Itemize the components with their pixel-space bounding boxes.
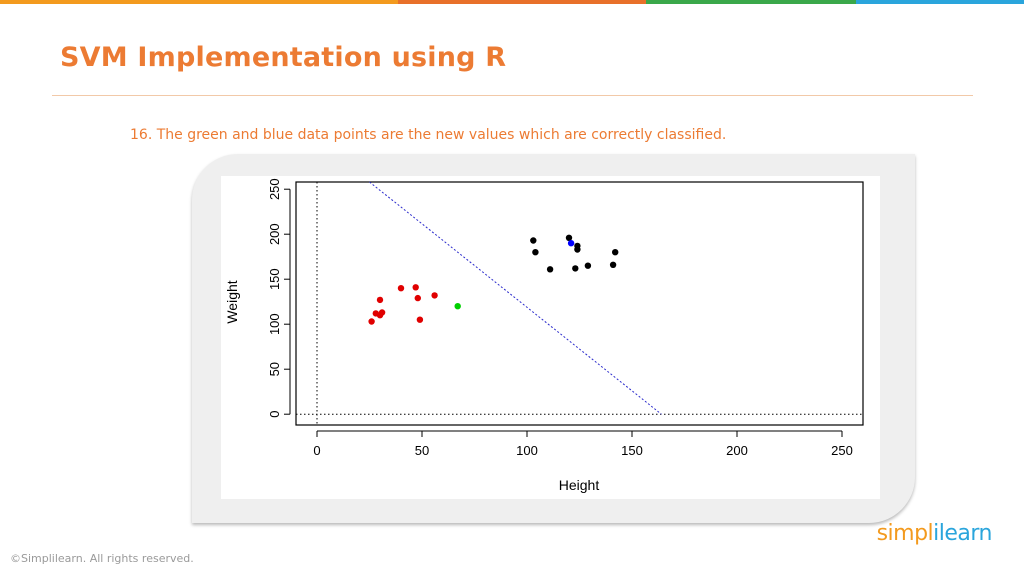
- data-point: [378, 309, 386, 316]
- x-axis: 0 50 100 150 200 250: [313, 430, 853, 458]
- data-point: [572, 265, 579, 272]
- data-points: [368, 234, 619, 325]
- top-bar-segment: [398, 0, 646, 4]
- y-tick-label: 200: [267, 223, 282, 245]
- data-point: [416, 316, 424, 323]
- data-point: [414, 294, 421, 302]
- x-tick-label: 50: [415, 443, 429, 458]
- copyright-footer: ©Simplilearn. All rights reserved.: [10, 552, 194, 565]
- y-tick-label: 0: [267, 411, 282, 418]
- top-bar-segment: [856, 0, 1024, 4]
- x-axis-label: Height: [559, 477, 600, 493]
- y-axis-label: Weight: [224, 280, 240, 323]
- top-bar-segment: [0, 0, 398, 4]
- logo-text-part2: ilearn: [933, 521, 992, 546]
- data-point: [530, 237, 537, 244]
- data-point: [612, 249, 619, 256]
- x-tick-label: 150: [621, 443, 643, 458]
- decision-boundary-line: [369, 181, 662, 415]
- simplilearn-logo: simplilearn: [876, 521, 993, 546]
- data-point: [431, 292, 438, 299]
- data-point: [397, 285, 405, 292]
- plot-border: [295, 181, 864, 426]
- data-point: [454, 303, 461, 310]
- data-point: [546, 266, 554, 273]
- logo-text-part1: simpl: [876, 521, 934, 546]
- data-point: [565, 234, 573, 241]
- top-color-bar: [0, 0, 1024, 4]
- x-tick-label: 0: [313, 443, 320, 458]
- x-tick-label: 250: [831, 443, 853, 458]
- slide-title: SVM Implementation using R: [60, 42, 507, 73]
- top-bar-segment: [646, 0, 856, 4]
- x-tick-label: 100: [516, 443, 538, 458]
- y-axis: 0 50 100 150 200 250: [267, 178, 291, 418]
- y-tick-label: 100: [267, 313, 282, 335]
- y-tick-label: 250: [267, 178, 282, 200]
- data-point: [574, 242, 581, 250]
- y-tick-label: 150: [267, 268, 282, 290]
- data-point: [368, 318, 375, 325]
- data-point: [567, 240, 575, 247]
- reference-lines: [296, 182, 863, 425]
- title-divider: [52, 95, 973, 96]
- data-point: [376, 296, 384, 304]
- y-tick-label: 50: [267, 362, 282, 376]
- data-point: [584, 262, 592, 269]
- data-point: [609, 261, 617, 268]
- x-tick-label: 200: [726, 443, 748, 458]
- decision-boundary: [369, 181, 662, 415]
- slide-caption: 16. The green and blue data points are t…: [130, 127, 727, 143]
- data-point: [412, 284, 419, 291]
- data-point: [532, 249, 539, 256]
- svm-scatter-plot: 0 50 100 150 200 250 0 50 100 150 200 250 Height W…: [221, 176, 880, 499]
